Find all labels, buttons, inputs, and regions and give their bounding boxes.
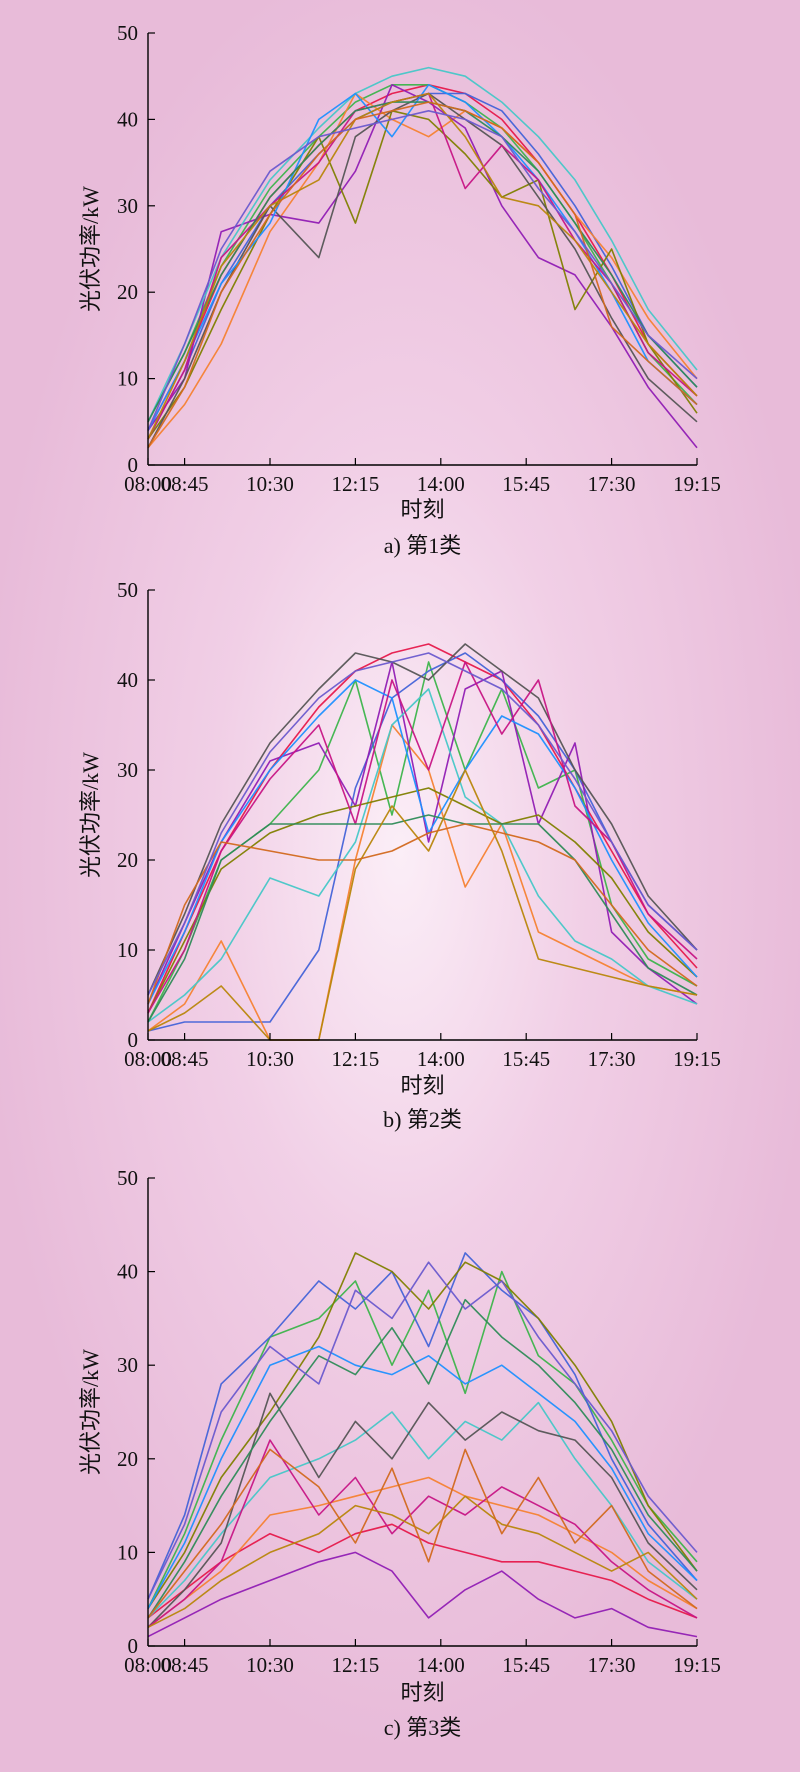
series-line-2 [147,661,698,1023]
y-tick-label: 10 [117,367,138,391]
series-line-8 [147,1392,698,1628]
series-line-5 [147,1551,698,1638]
series-line-7 [147,1252,698,1610]
x-tick-label: 12:15 [331,1653,379,1677]
y-tick-label: 40 [117,1260,138,1284]
series-line-9 [147,84,698,431]
x-tick-label: 14:00 [417,1653,465,1677]
y-tick-label: 50 [117,578,138,602]
x-axis-label: 时刻 [400,1680,444,1705]
x-tick-label: 15:45 [502,1653,550,1677]
x-tick-label: 10:30 [246,472,294,496]
x-tick-label: 08:45 [161,1653,209,1677]
y-tick-label: 30 [117,1353,138,1377]
x-axis-label: 时刻 [400,1073,444,1098]
x-tick-label: 15:45 [502,472,550,496]
series-line-2 [147,84,698,423]
series-line-7 [147,787,698,1014]
y-tick-label: 10 [117,1540,138,1564]
x-axis-label: 时刻 [400,497,444,522]
y-tick-label: 0 [128,1634,139,1658]
series-line-5 [147,84,698,449]
x-tick-label: 08:00 [124,1653,172,1677]
y-tick-label: 20 [117,1447,138,1471]
chart-caption: c) 第3类 [384,1715,462,1740]
series-line-14 [147,110,698,431]
series-line-13 [147,1448,698,1619]
series-line-10 [147,92,698,440]
y-tick-label: 30 [117,758,138,782]
series-line-3 [147,1252,698,1600]
y-tick-label: 50 [117,1166,138,1190]
x-tick-label: 17:30 [588,1047,636,1071]
x-tick-label: 17:30 [588,472,636,496]
series-group [147,643,698,1041]
chart-caption: a) 第1类 [384,533,462,558]
y-axis-label: 光伏功率/kW [78,1349,103,1475]
series-line-10 [147,661,698,1014]
y-axis-label: 光伏功率/kW [78,752,103,878]
y-tick-label: 20 [117,280,138,304]
series-line-4 [147,1476,698,1628]
y-tick-label: 0 [128,1028,139,1052]
y-tick-label: 50 [117,21,138,45]
series-line-6 [147,688,698,1023]
series-line-11 [147,814,698,1023]
x-tick-label: 19:15 [673,1047,721,1071]
series-group [147,1252,698,1638]
series-line-9 [147,1345,698,1609]
x-tick-label: 19:15 [673,472,721,496]
x-tick-label: 17:30 [588,1653,636,1677]
x-tick-label: 10:30 [246,1653,294,1677]
y-tick-label: 0 [128,453,139,477]
series-line-12 [147,92,698,440]
series-line-13 [147,823,698,1005]
series-line-12 [147,769,698,1041]
chart-caption: b) 第2类 [383,1107,462,1132]
x-tick-label: 08:00 [124,1047,172,1071]
series-line-6 [147,66,698,423]
series-line-5 [147,661,698,1005]
x-tick-label: 14:00 [417,1047,465,1071]
x-tick-label: 08:00 [124,472,172,496]
series-line-11 [147,1298,698,1619]
series-group [147,66,698,449]
x-tick-label: 19:15 [673,1653,721,1677]
series-line-10 [147,1439,698,1628]
x-tick-label: 14:00 [417,472,465,496]
series-line-3 [147,652,698,1032]
y-tick-label: 10 [117,938,138,962]
x-tick-label: 12:15 [331,1047,379,1071]
y-axis-label: 光伏功率/kW [78,186,103,312]
series-line-9 [147,679,698,1005]
x-tick-label: 08:45 [161,1047,209,1071]
series-line-14 [147,652,698,996]
y-tick-label: 40 [117,668,138,692]
series-line-2 [147,1270,698,1609]
x-tick-label: 15:45 [502,1047,550,1071]
series-line-4 [147,92,698,449]
series-line-6 [147,1401,698,1619]
y-tick-label: 30 [117,194,138,218]
series-line-12 [147,1495,698,1629]
series-line-8 [147,643,698,996]
series-line-13 [147,101,698,449]
x-tick-label: 10:30 [246,1047,294,1071]
y-tick-label: 40 [117,107,138,131]
series-line-3 [147,92,698,440]
x-tick-label: 12:15 [331,472,379,496]
x-tick-label: 08:45 [161,472,209,496]
series-line-14 [147,1261,698,1600]
y-tick-label: 20 [117,848,138,872]
